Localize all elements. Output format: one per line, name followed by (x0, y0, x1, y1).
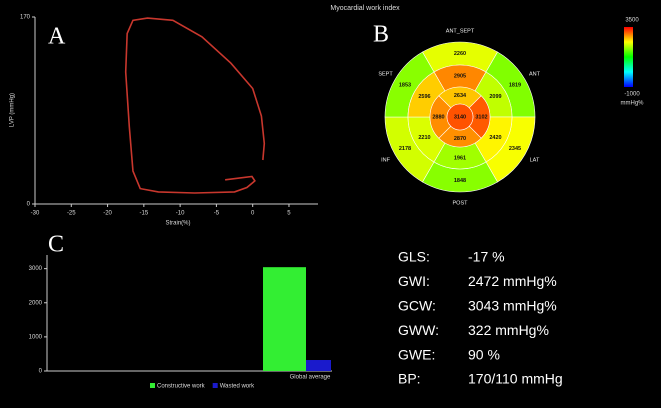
segment-value: 2634 (454, 93, 467, 99)
legend-label: Constructive work (157, 384, 206, 390)
apex-value: 3140 (454, 114, 466, 120)
x-tick-label: -15 (140, 211, 149, 217)
x-tick-label: -30 (31, 211, 40, 217)
legend-label: Wasted work (220, 384, 255, 390)
segment-value: 2210 (418, 135, 430, 141)
metric-label: GLS: (398, 249, 430, 265)
panel-letter: C (48, 232, 64, 258)
metric-label: GWE: (398, 346, 435, 362)
panel-letter: B (373, 22, 389, 48)
x-tick-label: -25 (67, 211, 76, 217)
x-tick-label: 0 (251, 211, 255, 217)
segment-value: 3102 (475, 114, 487, 120)
y-tick-label: 0 (39, 369, 43, 375)
segment-value: 2870 (454, 136, 466, 142)
colorbar-min: -1000 (624, 92, 640, 98)
colorbar-max: 3500 (625, 18, 639, 24)
segment-value: 2260 (454, 51, 466, 57)
y-tick-label: 0 (27, 202, 31, 208)
segment-value: 2596 (418, 94, 430, 100)
legend-swatch (212, 383, 218, 388)
legend-swatch (150, 383, 155, 388)
metric-value: 322 mmHg% (468, 322, 549, 338)
x-tick-label: -20 (103, 211, 112, 217)
segment-value: 1961 (454, 155, 466, 161)
metric-value: -17 % (468, 249, 505, 265)
page-title: Myocardial work index (330, 5, 400, 12)
x-tick-label: -10 (176, 211, 185, 217)
segment-label: POST (453, 200, 469, 206)
x-tick-label: Global average (290, 375, 331, 381)
segment-value: 2099 (489, 94, 501, 100)
y-axis-label: LVP (mmHg) (10, 93, 16, 127)
y-tick-label: 2000 (29, 300, 43, 306)
x-axis-label: Strain(%) (165, 221, 190, 227)
y-tick-label: 170 (20, 15, 31, 21)
segment-label: INF (381, 157, 391, 163)
metric-value: 3043 mmHg% (468, 298, 557, 314)
metric-label: GWW: (398, 322, 439, 338)
panel-letter: A (48, 24, 66, 50)
segment-label: LAT (530, 157, 540, 163)
metric-label: BP: (398, 371, 421, 387)
segment-value: 2345 (509, 146, 521, 152)
segment-value: 2178 (399, 146, 411, 152)
x-tick-label: 5 (287, 211, 291, 217)
metric-label: GCW: (398, 298, 436, 314)
colorbar-unit: mmHg% (620, 101, 644, 107)
segment-value: 2420 (489, 135, 501, 141)
bar (306, 360, 331, 371)
segment-value: 2880 (432, 114, 444, 120)
segment-label: SEPT (378, 71, 393, 77)
x-tick-label: -5 (214, 211, 220, 217)
pressure-strain-loop (124, 17, 266, 194)
bar (263, 267, 306, 371)
segment-value: 1848 (454, 178, 466, 184)
segment-value: 2905 (454, 73, 466, 79)
metric-value: 2472 mmHg% (468, 273, 557, 289)
y-tick-label: 1000 (29, 334, 43, 340)
segment-label: ANT_SEPT (446, 28, 475, 34)
metric-value: 90 % (468, 346, 500, 362)
metric-value: 170/110 mmHg (468, 371, 563, 387)
apex (446, 103, 474, 131)
segment-value: 1819 (509, 83, 521, 89)
metric-label: GWI: (398, 273, 430, 289)
segment-label: ANT (529, 71, 541, 77)
colorbar (624, 27, 633, 87)
segment-value: 1853 (399, 83, 411, 89)
y-tick-label: 3000 (29, 266, 43, 272)
